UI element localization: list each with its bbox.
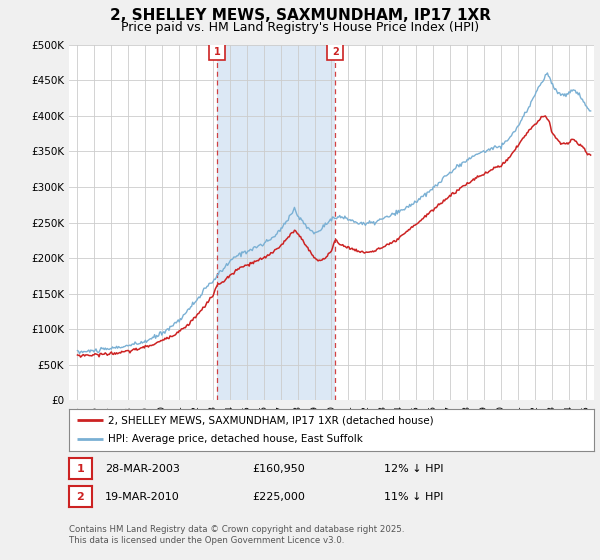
Text: 2: 2	[77, 492, 84, 502]
Text: 19-MAR-2010: 19-MAR-2010	[105, 492, 180, 502]
Text: 1: 1	[77, 464, 84, 474]
Text: 11% ↓ HPI: 11% ↓ HPI	[384, 492, 443, 502]
Text: 2: 2	[332, 47, 338, 57]
Text: 2, SHELLEY MEWS, SAXMUNDHAM, IP17 1XR: 2, SHELLEY MEWS, SAXMUNDHAM, IP17 1XR	[110, 8, 491, 24]
Text: Contains HM Land Registry data © Crown copyright and database right 2025.
This d: Contains HM Land Registry data © Crown c…	[69, 525, 404, 545]
Bar	[217, 45, 335, 400]
Text: 2, SHELLEY MEWS, SAXMUNDHAM, IP17 1XR (detached house): 2, SHELLEY MEWS, SAXMUNDHAM, IP17 1XR (d…	[109, 415, 434, 425]
Text: HPI: Average price, detached house, East Suffolk: HPI: Average price, detached house, East…	[109, 435, 363, 445]
Text: £225,000: £225,000	[252, 492, 305, 502]
Text: 1: 1	[214, 47, 220, 57]
Text: 28-MAR-2003: 28-MAR-2003	[105, 464, 180, 474]
Text: Price paid vs. HM Land Registry's House Price Index (HPI): Price paid vs. HM Land Registry's House …	[121, 21, 479, 34]
Text: 12% ↓ HPI: 12% ↓ HPI	[384, 464, 443, 474]
Text: £160,950: £160,950	[252, 464, 305, 474]
